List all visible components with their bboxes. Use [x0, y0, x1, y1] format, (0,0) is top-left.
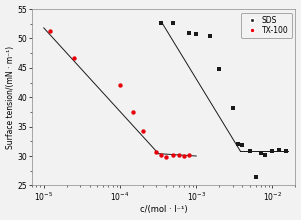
- Point: [186, 154, 191, 157]
- Point: [253, 175, 258, 178]
- Point: [270, 150, 275, 153]
- Point: [217, 67, 222, 71]
- Point: [118, 84, 123, 87]
- Point: [154, 151, 159, 154]
- Point: [207, 34, 212, 37]
- Point: [177, 154, 182, 157]
- Legend: SDS, TX-100: SDS, TX-100: [241, 13, 292, 38]
- Point: [171, 21, 176, 24]
- Point: [247, 150, 252, 153]
- Point: [276, 148, 281, 152]
- Point: [171, 153, 176, 157]
- Point: [159, 21, 164, 24]
- Point: [186, 31, 191, 34]
- Point: [141, 130, 145, 133]
- Point: [240, 144, 244, 147]
- Point: [284, 150, 288, 153]
- Point: [163, 155, 168, 158]
- Point: [235, 143, 240, 146]
- Point: [263, 153, 268, 157]
- Point: [72, 57, 76, 60]
- Point: [194, 32, 199, 35]
- Y-axis label: Surface tension/(mN · m⁻¹): Surface tension/(mN · m⁻¹): [5, 46, 14, 149]
- Point: [131, 110, 136, 114]
- Point: [258, 151, 263, 155]
- Point: [230, 106, 235, 110]
- Point: [182, 154, 187, 158]
- Point: [47, 29, 52, 33]
- X-axis label: c/(mol · l⁻¹): c/(mol · l⁻¹): [140, 205, 188, 214]
- Point: [159, 153, 164, 157]
